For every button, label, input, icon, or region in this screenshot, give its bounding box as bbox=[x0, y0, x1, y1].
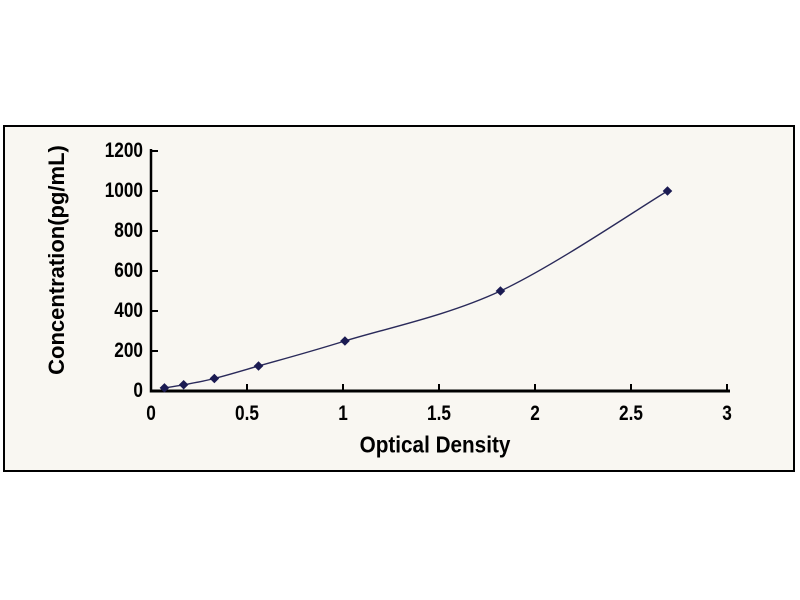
y-tick-label: 0 bbox=[133, 379, 143, 402]
x-tick-label: 2.5 bbox=[619, 402, 643, 425]
data-point-marker bbox=[495, 286, 506, 296]
x-tick-label: 3 bbox=[722, 402, 732, 425]
data-point-marker bbox=[662, 186, 673, 196]
x-tick-label: 2 bbox=[530, 402, 540, 425]
y-tick-label: 600 bbox=[114, 259, 143, 282]
x-tick-label: 0 bbox=[146, 402, 156, 425]
x-tick-label: 1.5 bbox=[427, 402, 451, 425]
y-tick-label: 1200 bbox=[104, 139, 143, 162]
data-point-marker bbox=[209, 373, 220, 384]
y-tick-label: 200 bbox=[114, 339, 143, 362]
y-axis-title: Concentration(pg/mL) bbox=[44, 145, 69, 375]
data-point-marker bbox=[178, 379, 189, 390]
y-tick-label: 800 bbox=[114, 219, 143, 242]
x-axis-title: Optical Density bbox=[359, 431, 511, 458]
data-point-marker bbox=[340, 336, 350, 346]
y-tick-label: 400 bbox=[114, 299, 143, 322]
standard-curve-line bbox=[164, 190, 668, 389]
data-point-marker bbox=[253, 361, 264, 371]
y-tick-label: 1000 bbox=[104, 179, 143, 202]
chart-frame bbox=[3, 125, 795, 472]
x-tick-label: 0.5 bbox=[235, 402, 259, 425]
data-point-marker bbox=[159, 383, 170, 393]
x-tick-label: 1 bbox=[338, 402, 348, 425]
